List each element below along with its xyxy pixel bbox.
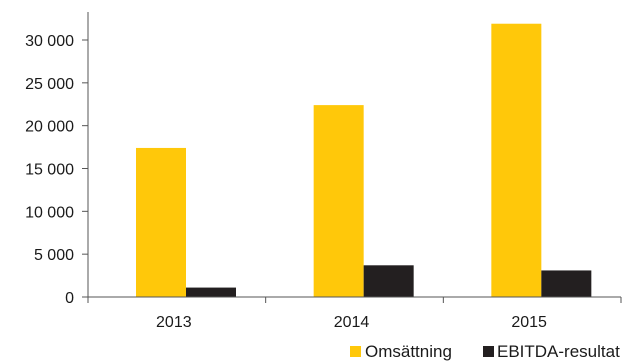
plot-area (136, 23, 592, 298)
legend-label-omsattning: Omsättning (365, 342, 452, 361)
axes: 0 5 000 10 000 15 000 20 000 25 000 30 000 2013… (25, 12, 622, 331)
bar-omsattning-2013 (136, 147, 186, 297)
y-tick-label: 0 (65, 290, 74, 307)
y-tick-label: 5 000 (34, 247, 74, 264)
bar-ebitda-2014 (363, 265, 414, 297)
legend-label-ebitda: EBITDA-resultat (497, 342, 620, 361)
y-tick-label: 20 000 (25, 119, 74, 136)
bar-omsattning-2014 (313, 105, 364, 298)
y-tick-label: 10 000 (25, 204, 74, 221)
legend: Omsättning EBITDA-resultat (350, 342, 620, 361)
bar-ebitda-2015 (541, 270, 592, 297)
legend-swatch-omsattning (350, 346, 361, 357)
legend-swatch-ebitda (483, 346, 494, 357)
x-tick-label: 2014 (334, 314, 370, 331)
y-tick-label: 30 000 (25, 33, 74, 50)
bar-ebitda-2013 (186, 287, 236, 297)
bar-omsattning-2015 (491, 23, 542, 298)
y-tick-label: 15 000 (25, 162, 74, 179)
x-tick-label: 2013 (156, 314, 192, 331)
y-tick-label: 25 000 (25, 76, 74, 93)
x-tick-label: 2015 (511, 314, 547, 331)
